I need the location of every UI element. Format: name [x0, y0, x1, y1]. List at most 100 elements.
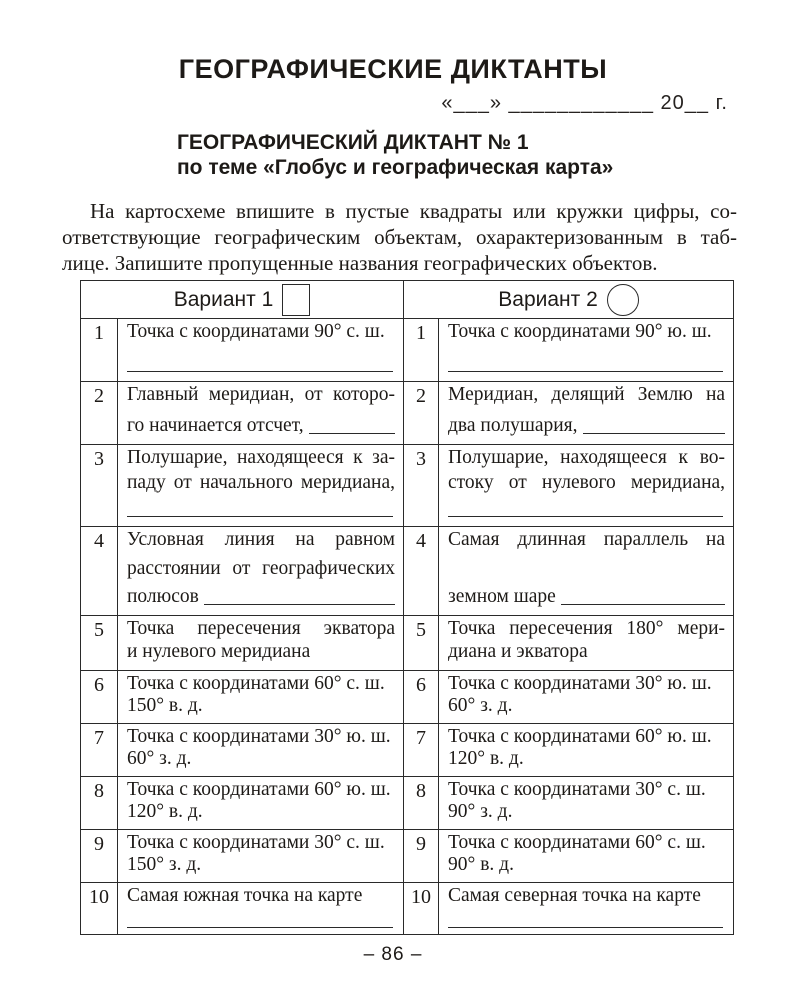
task-text: 90° в. д. [448, 854, 514, 875]
task-cell-v2: Точка с координатами 30° ю. ш. 60° з. д. [438, 670, 735, 724]
row-number-v1: 7 [80, 723, 118, 777]
dictation-heading: ГЕОГРАФИЧЕСКИЙ ДИКТАНТ № 1 по теме «Глоб… [177, 130, 786, 180]
row-number-v1: 9 [80, 829, 118, 883]
page-title: ГЕОГРАФИЧЕСКИЕ ДИКТАНТЫ [178, 54, 608, 84]
task-cell-v2: Точка с координатами 90° ю. ш. [438, 318, 735, 382]
row-number-v2: 1 [403, 318, 440, 382]
task-cell-content: Полушарие, находящееся к во-стоку от нул… [448, 447, 725, 519]
variants-table: Вариант 1 Вариант 2 1 Точка с координатам… [79, 280, 735, 935]
task-text: Самая северная точка на карте [448, 885, 701, 906]
task-cell-v2: Самая северная точка на карте [438, 882, 735, 935]
row-number-v2: 7 [403, 723, 440, 777]
task-cell-v2: Точка пересечения 180° мери-диана и эква… [438, 615, 735, 671]
task-cell-content: Точка с координатами 30° ю. ш. 60° з. д. [448, 673, 725, 716]
row-number-v2: 3 [403, 444, 440, 527]
task-text: полюсов [127, 586, 396, 608]
task-text: го начинается отсчет, [127, 415, 396, 437]
table-row: 1 Точка с координатами 90° с. ш. 1 Точка с … [80, 318, 735, 382]
write-in-blank [560, 586, 726, 605]
task-text: Самая длинная параллель на [448, 529, 726, 550]
task-text: Точка с координатами 60° с. ш. [127, 673, 385, 694]
task-text: 60° з. д. [448, 695, 513, 716]
write-in-blank [127, 907, 394, 928]
row-number-v2: 9 [403, 829, 440, 883]
task-text: Точка с координатами 30° ю. ш. [448, 673, 712, 694]
task-cell-content: Точка с координатами 30° ю. ш. 60° з. д. [127, 726, 395, 769]
write-in-blank [203, 586, 396, 605]
table-row: 6 Точка с координатами 60° с. ш. 150° в. д… [80, 670, 735, 724]
task-cell-v1: Точка с координатами 60° с. ш. 150° в. д. [116, 670, 405, 724]
task-text: Точка пересечения 180° мери- [448, 618, 726, 639]
task-text: Точка с координатами 60° ю. ш. [127, 779, 391, 800]
table-row: 5 Точка пересечения экватора и нулевого ме… [80, 615, 735, 671]
task-text: 120° в. д. [127, 801, 203, 822]
task-cell-v1: Точка пересечения экватора и нулевого мер… [116, 615, 405, 671]
write-in-blank [127, 351, 394, 372]
row-number-v1: 10 [80, 882, 118, 935]
intro-line: лице. Запишите пропущенные названия геог… [62, 251, 658, 275]
task-text: 150° в. д. [127, 695, 203, 716]
variant1-label: Вариант 1 [173, 287, 274, 311]
task-cell-content: Точка с координатами 60° с. ш. 90° в. д. [448, 832, 725, 875]
task-cell-v2: Самая длинная параллель на земном шаре [438, 526, 735, 616]
task-cell-v2: Точка с координатами 60° ю. ш. 120° в. д. [438, 723, 735, 777]
task-cell-v1: Условная линия на равном расстоянии от ге… [116, 526, 405, 616]
variant2-label: Вариант 2 [498, 287, 598, 311]
task-cell-content: Точка пересечения 180° мери-диана и эква… [448, 618, 725, 663]
dictation-heading-line2: по теме «Глобус и географическая карта» [177, 156, 614, 179]
row-number-v2: 5 [403, 615, 440, 671]
task-text: Точка с координатами 60° ю. ш. [448, 726, 712, 747]
task-cell-v1: Точка с координатами 90° с. ш. [116, 318, 405, 382]
write-in-blank [582, 415, 726, 434]
row-number-v2: 10 [403, 882, 440, 935]
task-cell-content: Точка с координатами 90° с. ш. [127, 321, 395, 374]
task-cell-v2: Точка с координатами 60° с. ш. 90° в. д. [438, 829, 735, 883]
task-cell-v1: Точка с координатами 30° ю. ш. 60° з. д. [116, 723, 405, 777]
write-in-blank [448, 351, 724, 372]
page-number: – 86 – [363, 944, 423, 965]
row-number-v2: 4 [403, 526, 440, 616]
task-cell-content: Точка с координатами 60° с. ш. 150° в. д. [127, 673, 395, 716]
write-in-blank [127, 496, 394, 517]
task-cell-content: Главный меридиан, от которо-го начинаетс… [127, 384, 396, 437]
intro-line: На картосхеме впишите в пустые квадраты … [90, 199, 737, 223]
table-row: 10 Самая южная точка на карте 10 Самая севе… [80, 882, 735, 935]
row-number-v1: 2 [80, 381, 118, 445]
table-row: 4 Условная линия на равном расстоянии от г… [80, 526, 735, 616]
task-cell-v1: Точка с координатами 30° с. ш. 150° з. д. [116, 829, 405, 883]
date-fill-in-line: «___» ____________ 20__ г. [441, 92, 728, 114]
task-text: Самая южная точка на карте [127, 885, 363, 906]
task-text: Главный меридиан, от которо- [127, 384, 396, 405]
task-text: Точка с координатами 30° с. ш. [127, 832, 385, 853]
table-row: 7 Точка с координатами 30° ю. ш. 60° з. д.… [80, 723, 735, 777]
task-cell-content: Полушарие, находящееся к за-паду от нача… [127, 447, 395, 519]
task-text: Полушарие, находящееся к за- [127, 447, 396, 468]
task-text: Точка с координатами 90° ю. ш. [448, 321, 712, 342]
task-cell-content: Точка с координатами 90° ю. ш. [448, 321, 725, 374]
table-row: 8 Точка с координатами 60° ю. ш. 120° в. д… [80, 776, 735, 830]
task-cell-v1: Точка с координатами 60° ю. ш. 120° в. д. [116, 776, 405, 830]
task-text: два полушария, [448, 415, 726, 437]
table-header-row: Вариант 1 Вариант 2 [79, 280, 735, 319]
task-cell-content: Меридиан, делящий Землю на два полушария, [448, 384, 726, 437]
task-text: 90° з. д. [448, 801, 513, 822]
task-text: Точка с координатами 30° ю. ш. [127, 726, 391, 747]
task-cell-content: Условная линия на равном расстоянии от ге… [127, 529, 396, 608]
row-number-v1: 4 [80, 526, 118, 616]
write-in-blank [448, 907, 724, 928]
task-text: стоку от нулевого меридиана, [448, 471, 726, 493]
task-cell-content: Точка с координатами 30° с. ш. 90° з. д. [448, 779, 725, 822]
task-text: паду от начального меридиана, [127, 471, 396, 493]
table-row: 9 Точка с координатами 30° с. ш. 150° з. д… [80, 829, 735, 883]
task-cell-content: Самая южная точка на карте [127, 885, 395, 928]
variant2-circle-marker [606, 283, 639, 316]
task-cell-v2: Полушарие, находящееся к во-стоку от нул… [438, 444, 735, 527]
task-text: Точка с координатами 30° с. ш. [448, 779, 706, 800]
task-cell-v1: Полушарие, находящееся к за-паду от нача… [116, 444, 405, 527]
table-body: 1 Точка с координатами 90° с. ш. 1 Точка с … [80, 318, 735, 935]
task-text: Меридиан, делящий Землю на [448, 384, 726, 405]
row-number-v1: 8 [80, 776, 118, 830]
intro-line: ответствующие географическим объектам, о… [62, 225, 737, 249]
variant1-header: Вариант 1 [79, 280, 405, 319]
task-text-fragment: полюсов [127, 586, 199, 607]
